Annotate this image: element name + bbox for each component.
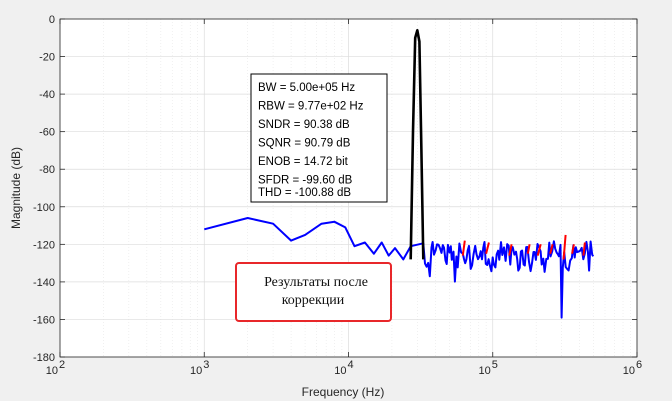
x-tick-label: 10 (334, 365, 346, 377)
stats-box: BW = 5.00e+05 Hz RBW = 9.77e+02 Hz SNDR … (250, 73, 388, 203)
y-tick-label: -40 (39, 89, 55, 101)
tick-marks (59, 18, 638, 358)
series-red-segment (562, 234, 567, 260)
x-tick-exponent: 5 (492, 359, 498, 371)
x-tick-exponent: 6 (636, 359, 642, 371)
x-tick-label: 10 (46, 365, 58, 377)
stats-box-frame (250, 73, 388, 203)
y-tick-label: -140 (33, 277, 55, 289)
series-red-segment (571, 244, 575, 254)
x-tick-exponent: 2 (59, 359, 65, 371)
stats-sqnr: SQNR = 90.79 dB (258, 138, 351, 150)
x-tick-exponent: 4 (348, 359, 354, 371)
correction-note-line-1: Результаты после (264, 275, 368, 290)
y-tick-label: -160 (33, 314, 55, 326)
correction-note: Результаты после коррекции (235, 262, 392, 322)
stats-thd: THD = -100.88 dB (258, 187, 351, 199)
x-tick-exponent: 3 (203, 359, 209, 371)
x-tick-labels: 10 2 10 3 10 4 10 5 10 6 (46, 359, 642, 377)
y-tick-label: -20 (39, 52, 55, 64)
correction-note-frame (235, 262, 392, 322)
series-layer (204, 29, 595, 319)
y-tick-label: -120 (33, 239, 55, 251)
y-tick-label: 0 (49, 14, 55, 26)
y-tick-label: -180 (33, 352, 55, 364)
y-tick-label: -60 (39, 127, 55, 139)
x-tick-label: 10 (190, 365, 202, 377)
series-red-segment (549, 244, 554, 254)
y-axis-label: Magnitude (dB) (9, 147, 23, 229)
stats-rbw: RBW = 9.77e+02 Hz (258, 101, 364, 113)
x-axis-label: Frequency (Hz) (302, 385, 385, 399)
stats-enob: ENOB = 14.72 bit (258, 156, 349, 168)
y-tick-label: -80 (39, 164, 55, 176)
stats-sfdr: SFDR = -99.60 dB (258, 175, 353, 187)
correction-note-line-2: коррекции (282, 293, 345, 308)
stats-sndr: SNDR = 90.38 dB (258, 119, 350, 131)
series-red-segment (536, 244, 542, 256)
series-red-segment (461, 240, 466, 256)
x-tick-label: 10 (623, 365, 635, 377)
series-red-segment (485, 242, 490, 254)
x-tick-label: 10 (479, 365, 491, 377)
series-red-segment (526, 244, 531, 254)
y-tick-label: -100 (33, 202, 55, 214)
series-black-peak (409, 29, 425, 260)
y-tick-labels: 0 -20 -40 -60 -80 -100 -120 -140 -160 -180 (33, 14, 55, 364)
stats-bw: BW = 5.00e+05 Hz (258, 82, 355, 94)
series-blue-line (204, 217, 595, 319)
series-red-segment (582, 242, 586, 256)
series-red-segment (508, 244, 513, 256)
